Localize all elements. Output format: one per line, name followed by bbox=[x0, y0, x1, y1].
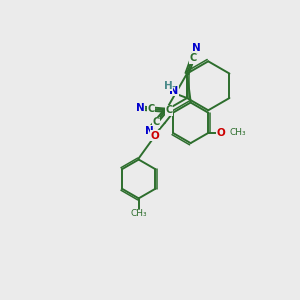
Text: N: N bbox=[169, 85, 178, 96]
Text: N: N bbox=[192, 43, 201, 53]
Text: N: N bbox=[145, 126, 154, 136]
Text: -: - bbox=[172, 80, 176, 94]
Text: O: O bbox=[216, 128, 225, 138]
Text: C: C bbox=[152, 117, 160, 127]
Text: O: O bbox=[151, 131, 160, 141]
Text: CH₃: CH₃ bbox=[229, 128, 246, 137]
Text: C: C bbox=[147, 104, 155, 114]
Text: C: C bbox=[189, 53, 196, 63]
Text: N: N bbox=[136, 103, 145, 113]
Text: C: C bbox=[165, 105, 172, 115]
Text: CH₃: CH₃ bbox=[130, 209, 147, 218]
Text: H: H bbox=[164, 81, 172, 91]
